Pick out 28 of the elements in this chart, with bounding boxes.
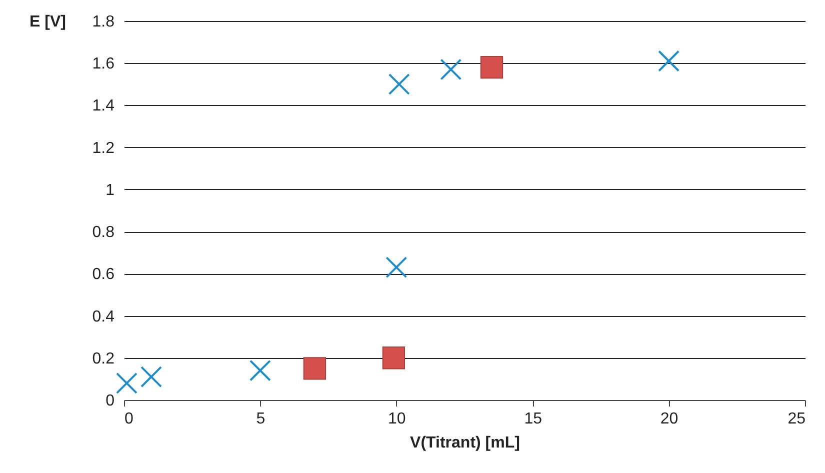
point: [303, 357, 326, 380]
point: [440, 58, 462, 80]
y-tick-label: 1.8: [92, 14, 115, 30]
point: [658, 50, 680, 72]
y-tick-label: 0.8: [92, 224, 115, 242]
point: [386, 256, 408, 278]
x-tick-label: 10: [388, 410, 406, 428]
point: [140, 366, 162, 388]
y-tick-label: 0: [106, 392, 115, 410]
y-tick-label: 1.6: [92, 56, 115, 73]
y-tick-label: 1.4: [92, 98, 115, 115]
x-axis-title: V(Titrant) [mL]: [410, 434, 520, 452]
y-tick-label: 1: [106, 182, 115, 199]
y-tick-label: 0.2: [92, 350, 115, 368]
point: [116, 372, 138, 394]
y-tick-label: 1.2: [92, 140, 115, 157]
x-tick-label: 5: [256, 410, 266, 428]
point: [249, 360, 271, 382]
x-tick-label: 25: [788, 410, 806, 428]
y-tick-label: 0.4: [92, 308, 115, 326]
y-axis-title: E [V]: [30, 14, 66, 30]
point: [382, 346, 406, 370]
x-tick-label: 15: [524, 410, 542, 428]
x-tick-label: 20: [660, 410, 678, 428]
point: [480, 56, 504, 79]
point: [388, 73, 410, 95]
x-tick-label: 0: [124, 410, 134, 428]
y-tick-label: 0.6: [92, 266, 115, 284]
